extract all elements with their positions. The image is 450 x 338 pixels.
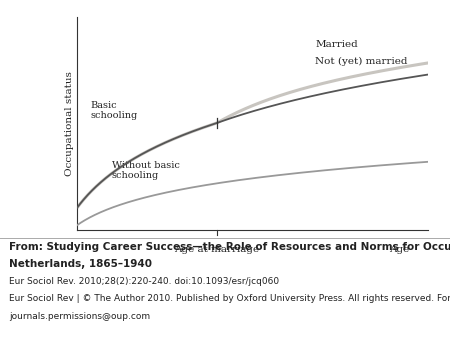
- Text: Not (yet) married: Not (yet) married: [315, 57, 408, 66]
- Text: Eur Sociol Rev. 2010;28(2):220-240. doi:10.1093/esr/jcq060: Eur Sociol Rev. 2010;28(2):220-240. doi:…: [9, 277, 279, 286]
- Text: Married: Married: [315, 40, 358, 49]
- Text: Netherlands, 1865–1940: Netherlands, 1865–1940: [9, 259, 152, 269]
- Text: Eur Sociol Rev | © The Author 2010. Published by Oxford University Press. All ri: Eur Sociol Rev | © The Author 2010. Publ…: [9, 294, 450, 304]
- Text: Age at marriage: Age at marriage: [174, 245, 260, 254]
- Text: From: Studying Career Success—the Role of Resources and Norms for Occupational S: From: Studying Career Success—the Role o…: [9, 242, 450, 252]
- Text: Basic
schooling: Basic schooling: [90, 101, 138, 120]
- Text: Without basic
schooling: Without basic schooling: [112, 161, 180, 180]
- Text: journals.permissions@oup.com: journals.permissions@oup.com: [9, 312, 150, 321]
- Y-axis label: Occupational status: Occupational status: [65, 71, 74, 176]
- Text: Age: Age: [389, 245, 410, 254]
